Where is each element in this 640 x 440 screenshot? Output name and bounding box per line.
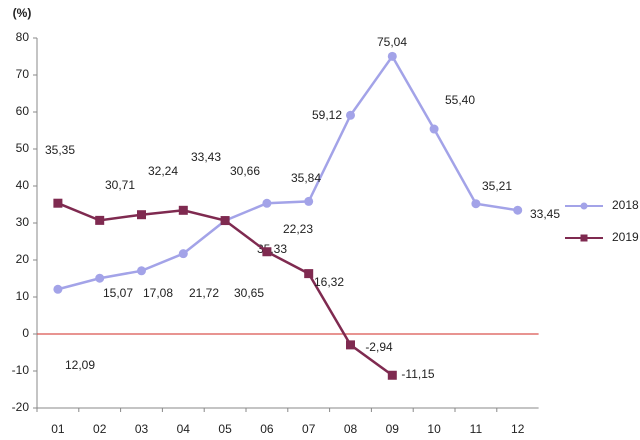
point	[304, 269, 314, 279]
data-label: 30,66	[230, 164, 260, 178]
data-label: 35,21	[482, 179, 512, 193]
y-tick-label: -20	[12, 400, 30, 414]
y-tick-label: 40	[16, 178, 30, 192]
legend-label: 2019	[612, 230, 639, 244]
data-label: 35,84	[291, 171, 321, 185]
x-tick-label: 07	[302, 422, 316, 436]
data-label: 33,45	[530, 207, 560, 221]
x-tick-label: 03	[135, 422, 149, 436]
series-line	[57, 54, 518, 291]
data-label: 17,08	[143, 286, 173, 300]
data-label: 21,72	[189, 286, 219, 300]
y-axis-label: (%)	[13, 6, 32, 20]
x-tick-label: 01	[51, 422, 65, 436]
data-label: 12,09	[65, 358, 95, 372]
x-tick-label: 09	[386, 422, 400, 436]
x-tick-label: 05	[218, 422, 232, 436]
point	[471, 199, 481, 209]
point	[95, 273, 105, 283]
data-label: 30,65	[234, 286, 264, 300]
data-label: 30,71	[105, 178, 135, 192]
data-label: -2,94	[365, 340, 393, 354]
data-label: 35,35	[45, 143, 75, 157]
y-tick-label: 0	[22, 326, 29, 340]
data-label: 75,04	[377, 35, 407, 49]
legend-marker	[580, 234, 588, 242]
x-tick-label: 08	[344, 422, 358, 436]
point	[178, 205, 188, 215]
point	[387, 370, 397, 380]
legend-marker	[580, 202, 588, 210]
data-label: 55,40	[445, 93, 475, 107]
y-tick-label: 20	[16, 252, 30, 266]
data-label: -11,15	[401, 367, 434, 381]
y-tick-label: 80	[16, 30, 30, 44]
x-tick-label: 04	[177, 422, 191, 436]
point	[304, 196, 314, 206]
data-label: 15,07	[103, 286, 133, 300]
point	[429, 124, 439, 134]
data-label: 59,12	[312, 108, 342, 122]
point	[53, 198, 63, 208]
x-tick-label: 06	[260, 422, 274, 436]
point	[346, 110, 355, 120]
y-tick-label: 30	[16, 215, 30, 229]
data-label: 32,24	[148, 164, 178, 178]
data-label: 33,43	[191, 150, 221, 164]
point	[262, 198, 272, 208]
point	[262, 247, 272, 257]
y-tick-label: 50	[16, 141, 30, 155]
point	[95, 215, 105, 225]
legend-label: 2018	[612, 198, 639, 212]
point	[137, 266, 146, 276]
y-tick-label: 70	[16, 67, 30, 81]
point	[387, 51, 397, 61]
data-label: 22,23	[283, 222, 313, 236]
point	[53, 284, 63, 294]
x-tick-label: 11	[470, 422, 483, 436]
point	[137, 210, 146, 220]
y-tick-label: 10	[16, 289, 30, 303]
point	[513, 205, 523, 215]
y-tick-label: 60	[16, 104, 30, 118]
point	[346, 340, 355, 350]
point	[220, 216, 230, 226]
x-tick-label: 12	[511, 422, 525, 436]
data-label: 16,32	[314, 275, 344, 289]
x-tick-label: 10	[427, 422, 441, 436]
point	[178, 249, 188, 259]
y-tick-label: -10	[12, 363, 30, 377]
x-tick-label: 02	[93, 422, 107, 436]
